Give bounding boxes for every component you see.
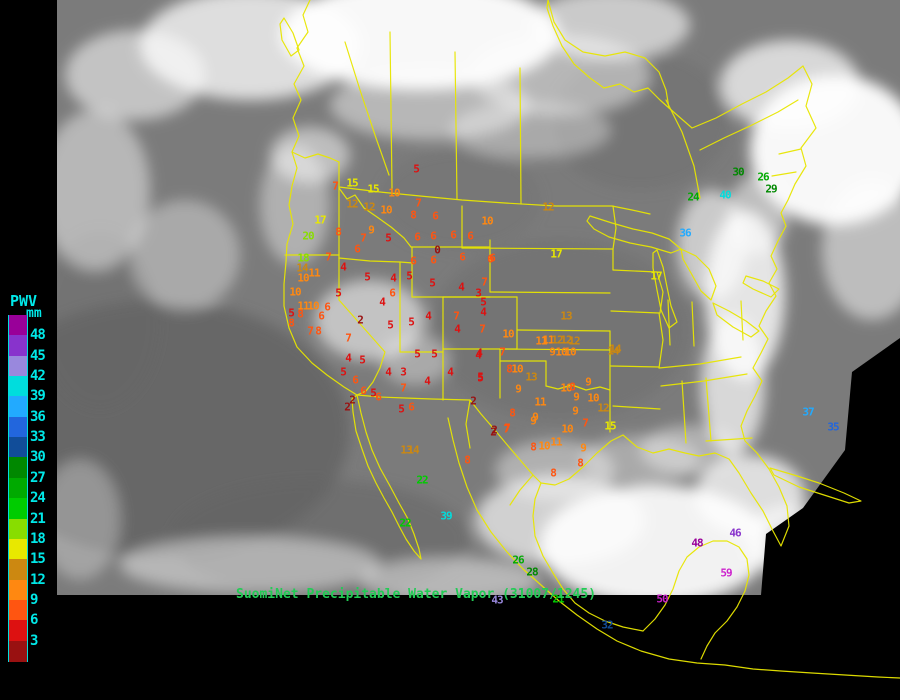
legend-tick-label: 42 <box>30 368 46 385</box>
legend-swatch <box>8 376 28 398</box>
legend-swatch <box>8 620 28 642</box>
legend-swatch <box>8 477 28 499</box>
legend-tick-label: 27 <box>30 469 46 486</box>
legend-tick-label: 30 <box>30 449 46 466</box>
pwv-legend: PWV mm 48 45 42 39 36 33 30 27 24 21 18 15 12 9 6 3 <box>4 292 56 672</box>
legend-swatch <box>8 437 28 459</box>
legend-swatch <box>8 559 28 581</box>
legend-swatch <box>8 335 28 357</box>
legend-swatch <box>8 315 28 336</box>
legend-tick-label: 24 <box>30 490 46 507</box>
legend-tick-label: 15 <box>30 551 46 568</box>
legend-swatch <box>8 518 28 540</box>
legend-swatch <box>8 416 28 438</box>
legend-swatch <box>8 457 28 479</box>
legend-swatch <box>8 599 28 621</box>
legend-tick-label: 21 <box>30 510 46 527</box>
legend-tick-label: 36 <box>30 408 46 425</box>
legend-title: PWV <box>10 292 38 310</box>
legend-tick-label: 9 <box>30 591 39 608</box>
caption-text: SuomiNet Precipitable Water Vapor (31007… <box>236 587 597 602</box>
legend-tick-label: 12 <box>30 571 46 588</box>
legend-swatch <box>8 498 28 520</box>
swath-edge-mask <box>761 338 900 595</box>
legend-tick-label: 39 <box>30 388 46 405</box>
legend-swatch <box>8 396 28 418</box>
legend-swatch <box>8 355 28 377</box>
legend-swatch <box>8 538 28 560</box>
legend-tick-label: 48 <box>30 327 46 344</box>
legend-tick-label: 18 <box>30 530 46 547</box>
legend-swatch <box>8 640 28 662</box>
legend-tick-label: 6 <box>30 612 39 629</box>
map-borders <box>279 0 900 679</box>
legend-swatch <box>8 579 28 601</box>
cloud-field <box>57 0 900 595</box>
legend-tick-label: 33 <box>30 429 46 446</box>
legend-tick-label: 3 <box>30 632 39 649</box>
legend-tick-label: 45 <box>30 347 46 364</box>
legend-unit: mm <box>26 306 42 321</box>
